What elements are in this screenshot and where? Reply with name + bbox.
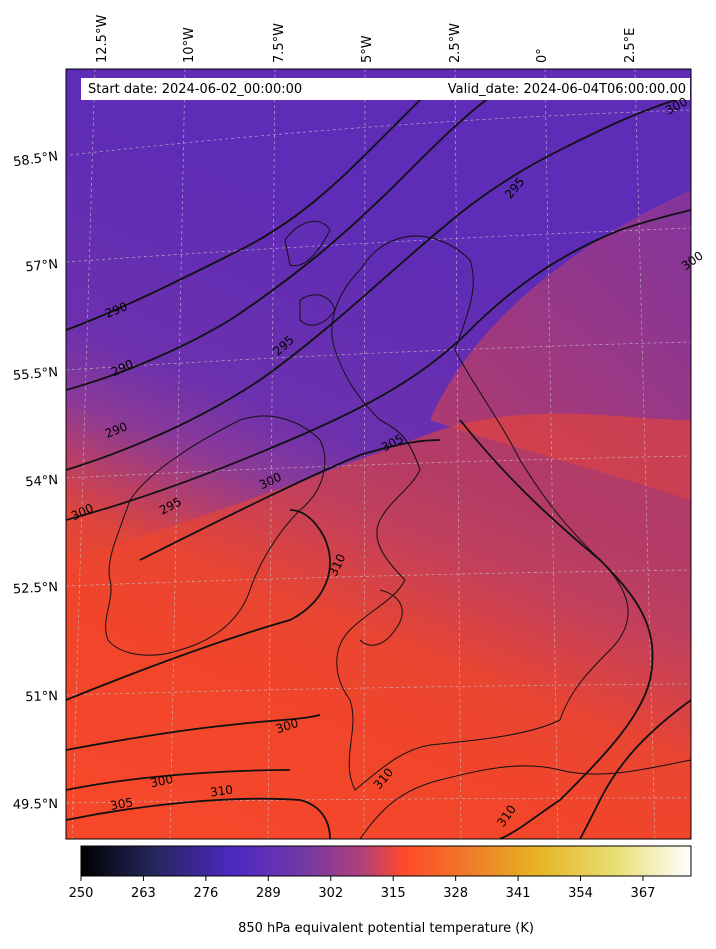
contour-300s [66,714,321,751]
longitude-axis: 12.5°W 10°W 7.5°W 5°W 2.5°W 0° 2.5°E [95,15,638,63]
contour-lines [66,79,691,839]
colorbar-tick-label: 341 [506,886,531,901]
colorbar-tick-label: 263 [131,886,156,901]
contour-300t [66,769,291,791]
contour-305s [66,797,331,839]
coastlines [105,220,691,839]
longitude-label: 5°W [360,35,375,63]
colorbar-title: 850 hPa equivalent potential temperature… [238,921,534,936]
contour-305 [139,439,441,561]
colorbar: 250 263 276 289 302 315 328 341 354 367 850 hPa e… [69,845,692,936]
contour-290a [66,79,441,331]
info-box [81,78,690,100]
great-britain-coast [331,235,629,791]
colorbar-ticks: 250 263 276 289 302 315 328 341 354 367 [69,876,656,901]
contour-295 [66,94,691,471]
contour-label: 310 [209,783,234,800]
start-date-text: Start date: 2024-06-02_00:00:00 [88,82,302,97]
colorbar-tick-label: 276 [193,886,218,901]
latitude-label: 54°N [25,473,59,490]
latitude-label: 57°N [25,257,59,275]
latitude-label: 52.5°N [13,580,59,597]
longitude-label: 7.5°W [272,23,287,63]
longitude-label: 2.5°W [448,23,463,63]
colorbar-tick-label: 250 [69,886,94,901]
longitude-label: 2.5°E [623,28,638,63]
longitude-label: 10°W [182,27,197,63]
contour-label: 300 [149,772,174,790]
contour-300 [66,209,691,521]
latitude-label: 49.5°N [13,797,58,813]
latitude-label: 55.5°N [12,365,58,384]
colorbar-tick-label: 367 [631,886,656,901]
colorbar-tick-label: 302 [318,886,343,901]
colorbar-tick-label: 315 [381,886,406,901]
longitude-label: 0° [535,48,550,63]
contour-290b [66,89,501,391]
wales-coast [359,589,403,646]
latitude-label: 58.5°N [12,149,59,170]
latitude-label: 51°N [25,689,58,705]
france-coast [359,759,691,839]
map-frame [65,68,692,840]
contour-label: 305 [109,795,134,813]
contour-310e [459,419,654,839]
hebrides-coast [284,220,336,326]
contour-310f [579,699,691,839]
longitude-label: 12.5°W [95,15,110,63]
contour-label: 300 [274,716,300,736]
colorbar-tick-label: 328 [443,886,468,901]
colorbar-tick-label: 354 [568,886,593,901]
latitude-axis: 58.5°N 57°N 55.5°N 54°N 52.5°N 51°N 49.5… [12,149,59,813]
colorbar-gradient [80,845,692,877]
valid-date-text: Valid_date: 2024-06-04T06:00:00.00 [448,82,686,97]
colorbar-tick-label: 289 [256,886,281,901]
contour-310 [66,509,331,701]
map-area [66,69,691,839]
gridlines [66,69,691,839]
ireland-coast [105,415,326,656]
